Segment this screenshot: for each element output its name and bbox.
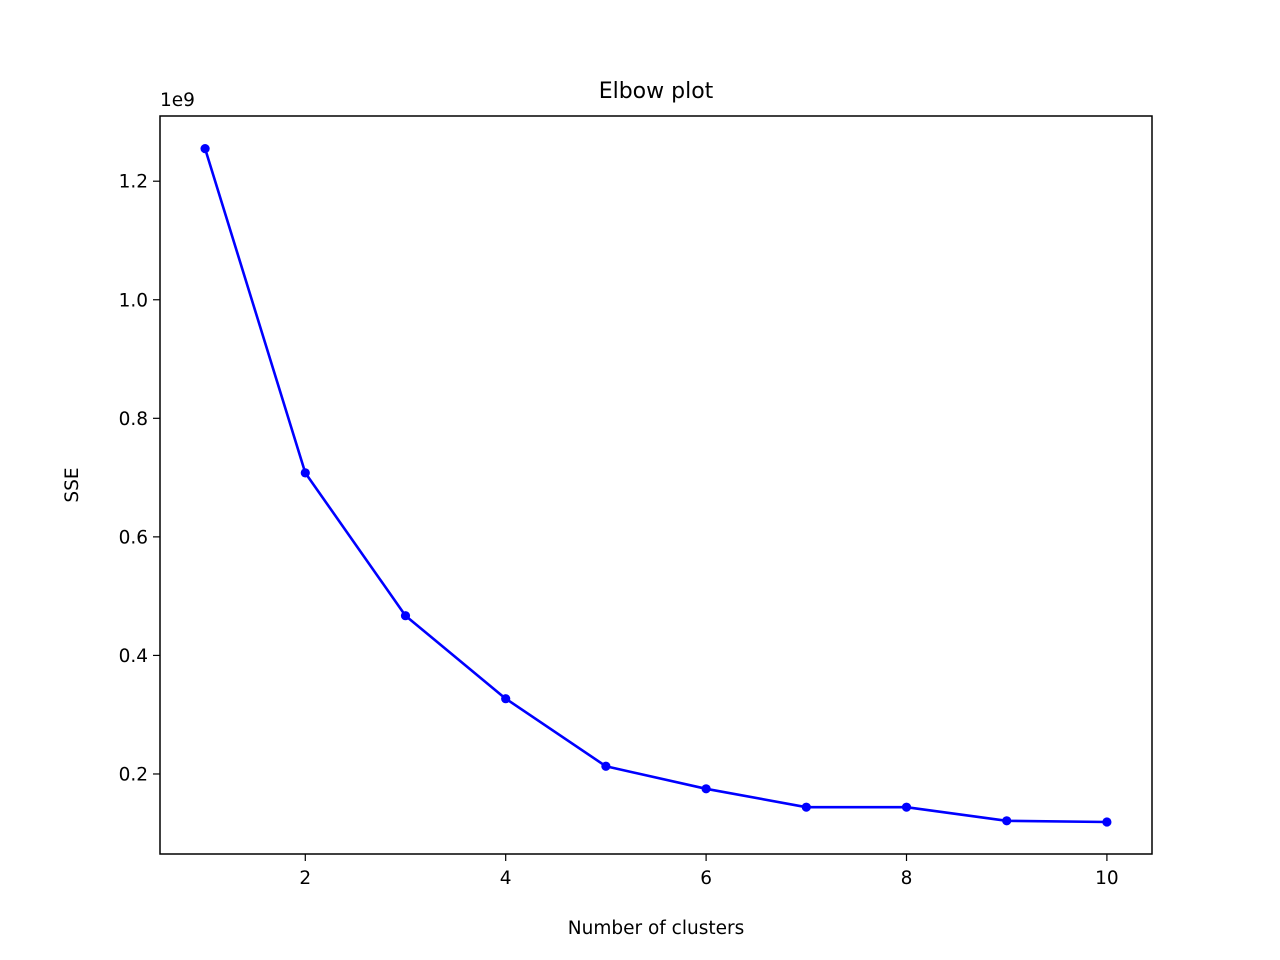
data-point [501,694,511,704]
y-axis-ticks: 0.2 0.4 0.6 0.8 1.0 1.2 [119,172,160,785]
y-tick-label: 1.0 [119,290,148,311]
data-point [200,144,210,154]
data-point [1102,817,1112,827]
data-point [701,784,711,794]
plot-frame [159,115,1153,855]
y-tick-label: 0.2 [119,764,148,785]
y-axis-multiplier: 1e9 [160,90,195,111]
chart-title: Elbow plot [599,79,714,104]
x-axis-title: Number of clusters [568,918,744,939]
y-tick-label: 1.2 [119,172,148,193]
x-tick-label: 4 [500,868,512,889]
x-tick-label: 10 [1095,868,1119,889]
series-layer [200,144,1112,827]
y-tick-label: 0.4 [119,646,148,667]
data-point [1002,816,1012,826]
data-point [601,761,611,771]
x-tick-label: 6 [700,868,712,889]
x-tick-label: 2 [299,868,311,889]
y-axis-title: SSE [62,467,83,502]
y-tick-label: 0.6 [119,527,148,548]
series-line [203,148,1107,824]
data-point [901,802,912,812]
data-point [400,611,411,621]
data-point [300,468,310,478]
data-point [801,802,811,812]
x-tick-label: 8 [901,868,913,889]
x-axis-ticks: 2 4 6 8 10 [299,854,1119,889]
y-tick-label: 0.8 [119,409,148,430]
